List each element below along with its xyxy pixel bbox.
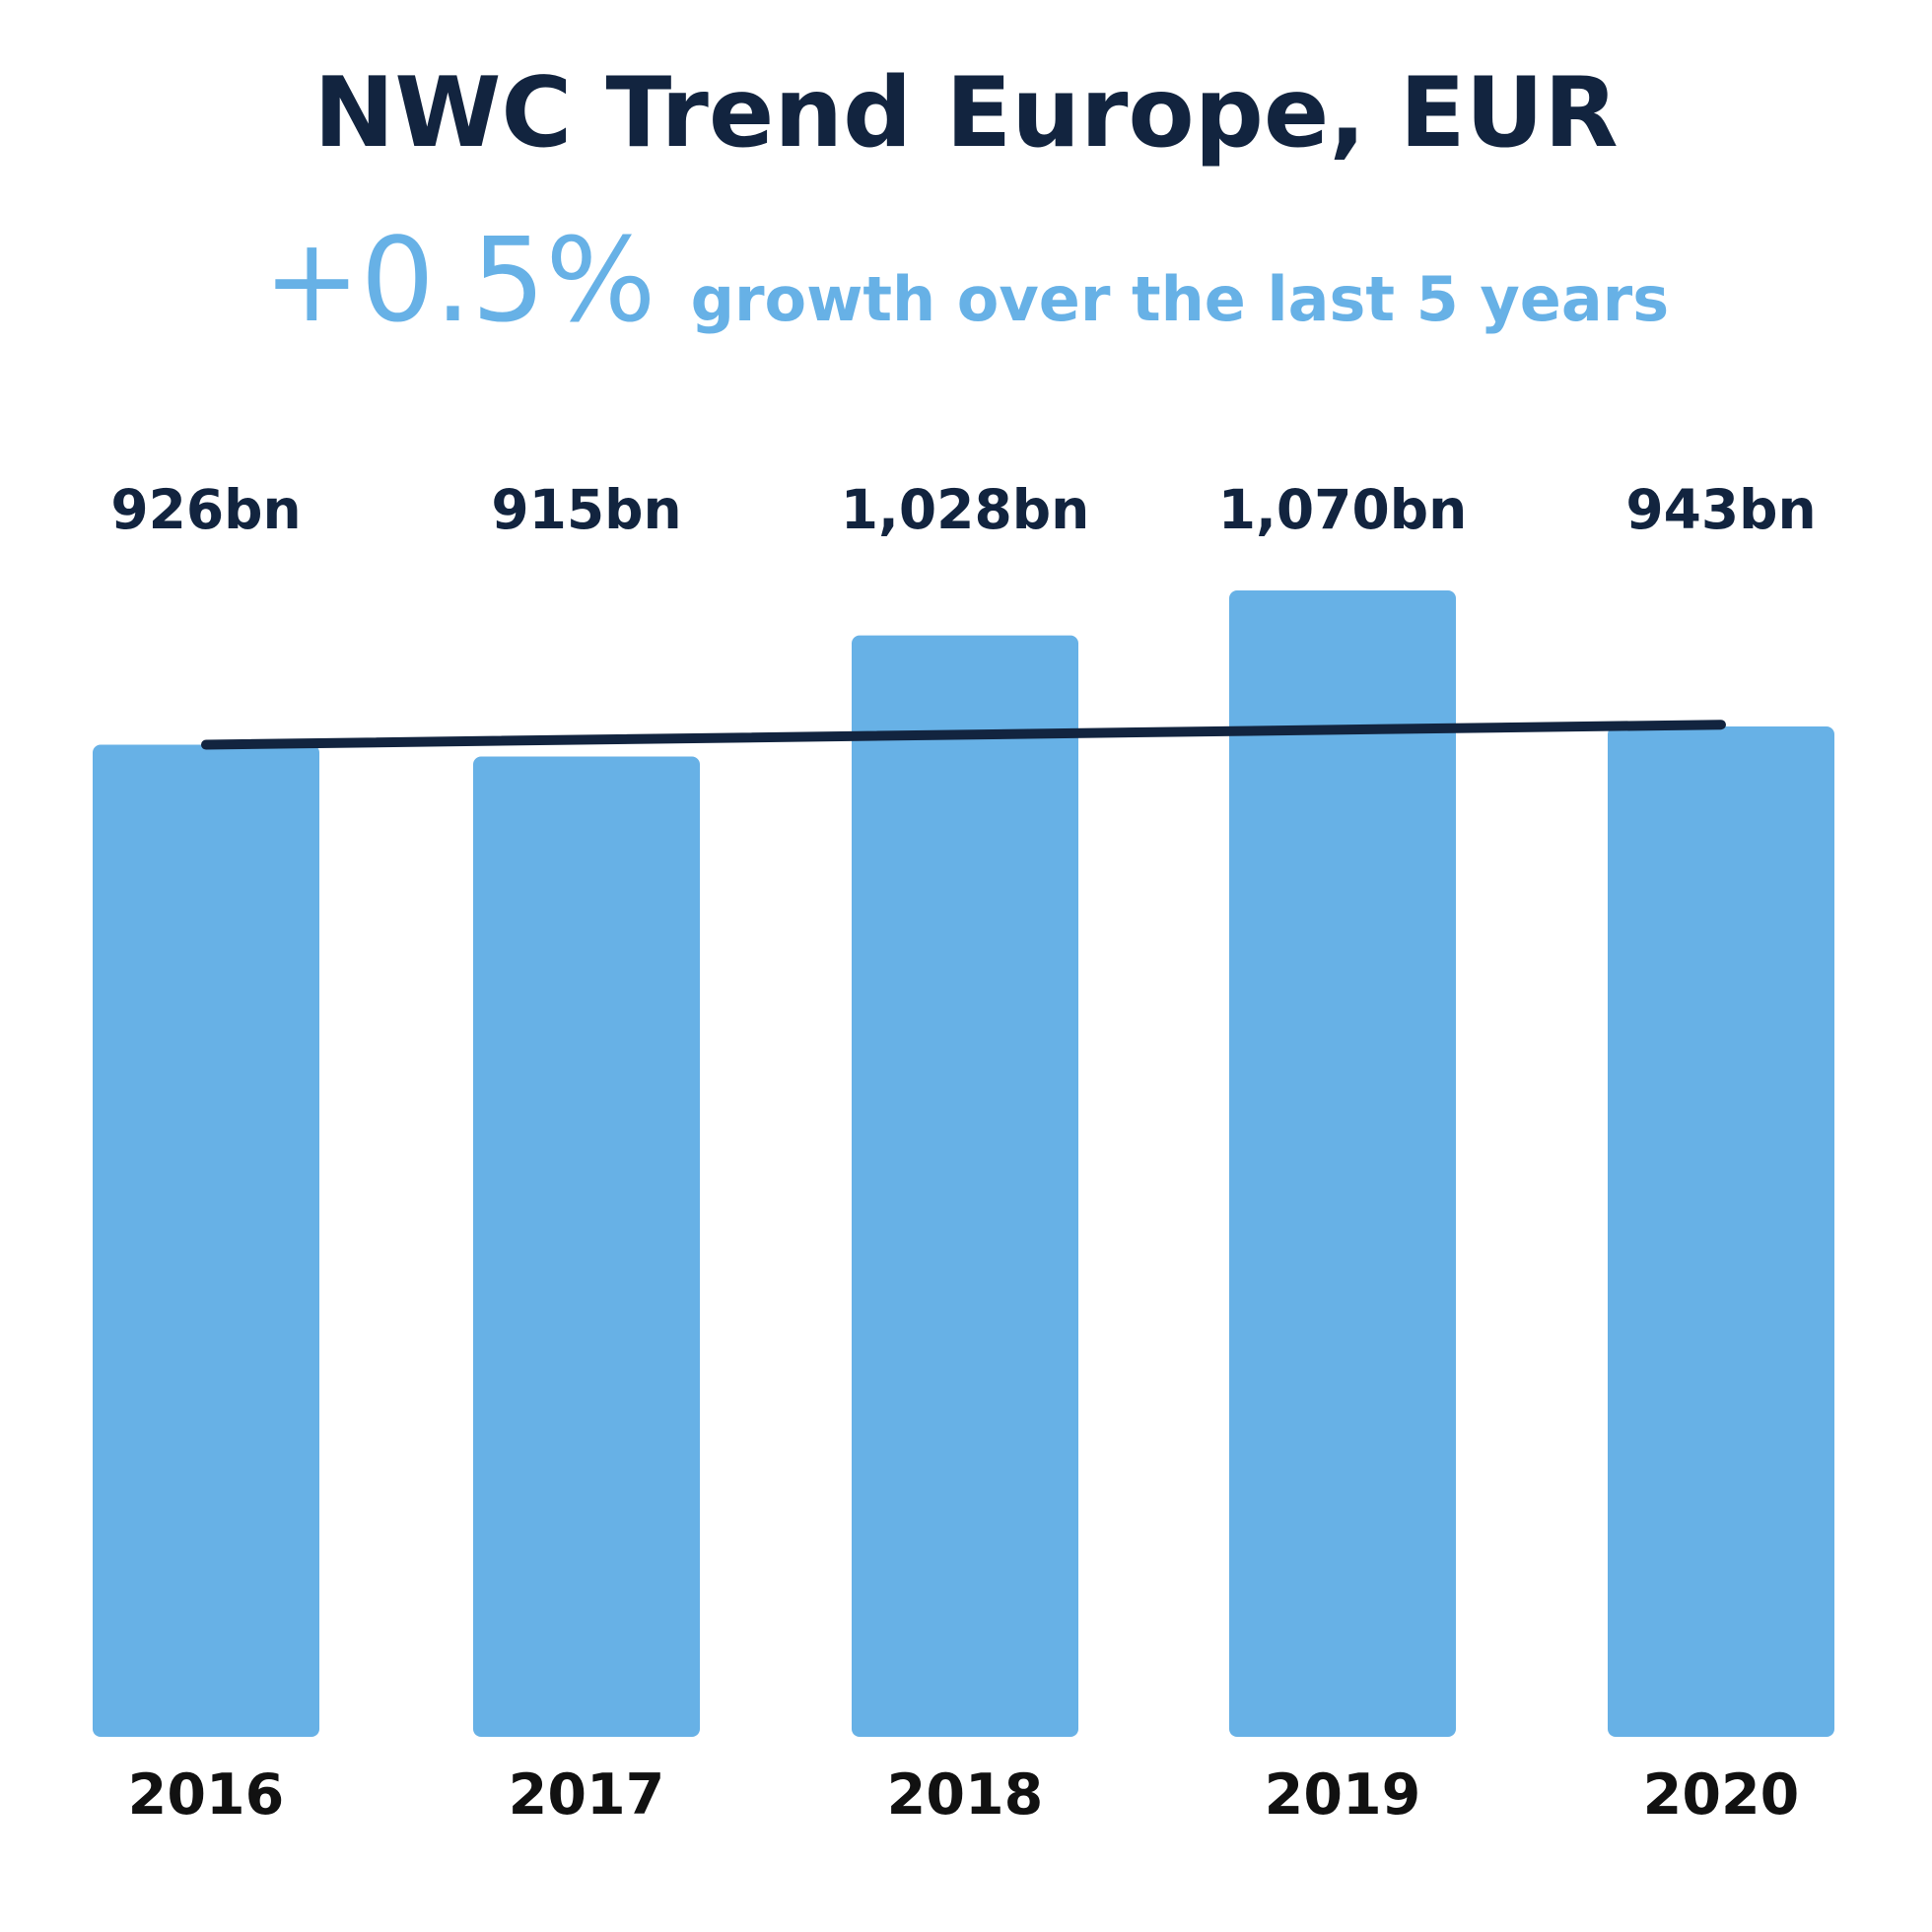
value-labels-layer: 926bn 915bn 1,028bn 1,070bn 943bn — [110, 478, 1816, 541]
value-label-2018: 1,028bn — [841, 478, 1090, 541]
value-label-2016: 926bn — [110, 478, 301, 541]
year-label-2018: 2018 — [887, 1762, 1044, 1828]
year-label-2019: 2019 — [1265, 1762, 1421, 1828]
bar-2018 — [852, 635, 1078, 1738]
value-label-2017: 915bn — [491, 478, 681, 541]
chart-title: NWC Trend Europe, EUR — [313, 57, 1618, 170]
bars-layer — [93, 590, 1834, 1738]
value-label-2020: 943bn — [1625, 478, 1816, 541]
bar-2020 — [1608, 726, 1834, 1737]
trendline-layer — [201, 720, 1726, 750]
trendline — [201, 720, 1726, 750]
year-labels-layer: 2016 2017 2018 2019 2020 — [128, 1762, 1800, 1828]
growth-text: growth over the last 5 years — [691, 263, 1670, 335]
growth-value: +0.5% — [263, 212, 656, 348]
year-label-2020: 2020 — [1643, 1762, 1800, 1828]
bar-2016 — [93, 744, 319, 1737]
year-label-2016: 2016 — [128, 1762, 285, 1828]
bar-2017 — [473, 756, 700, 1737]
chart-subtitle: +0.5% growth over the last 5 years — [263, 212, 1669, 348]
value-label-2019: 1,070bn — [1218, 478, 1468, 541]
bar-2019 — [1229, 590, 1456, 1737]
year-label-2017: 2017 — [509, 1762, 665, 1828]
